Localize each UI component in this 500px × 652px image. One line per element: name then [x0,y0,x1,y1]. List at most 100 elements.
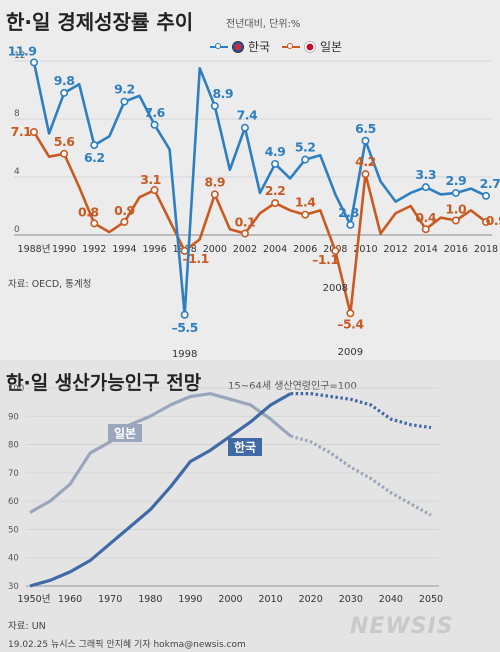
korea-value-label: 9.8 [54,73,75,88]
data-point [90,219,99,228]
legend-japan-label: 일본 [320,40,343,54]
x-tick-label: 2018 [474,244,498,255]
x-tick-label: 2040 [379,594,403,605]
year-annotation: 2008 [323,283,348,294]
growth-panel: 한·일 경제성장률 추이 전년대비, 단위:% 한국 일본 0 4 8 12 1988년… [6,10,500,360]
korea-value-label: 3.3 [415,167,436,182]
y-tick-label: 0 [14,225,20,235]
data-point [481,191,490,200]
x-tick-label: 1994 [112,244,136,255]
legend-korea-line [210,42,228,49]
x-tick-label: 2030 [339,594,363,605]
japan-value-label: –1.1 [182,251,208,266]
x-tick-label: 2010 [259,594,283,605]
data-point [180,310,189,319]
y-tick-label: 60 [8,497,19,507]
population-source: 자료: UN [8,621,46,632]
japan-series-tag-box [108,424,142,442]
data-point [29,128,38,137]
data-point [271,199,280,208]
x-tick-label: 1990 [178,594,202,605]
legend-korea-label: 한국 [248,40,271,54]
data-point [301,210,310,219]
y-tick-label: 12 [14,51,25,61]
korea-value-label: 9.2 [114,82,135,97]
japan-value-label: 5.6 [54,134,75,149]
japan-population-projection [290,434,432,517]
y-tick-label: 8 [14,109,20,119]
korea-value-label: 2.8 [338,205,359,220]
population-title: 한·일 생산가능인구 전망 [6,372,202,394]
japan-population-line [29,392,292,514]
data-point [60,88,69,97]
x-tick-label: 1996 [142,244,166,255]
japan-growth-line [32,131,487,315]
japan-value-label: 0.9 [114,203,135,218]
x-tick-label: 1950년 [18,594,51,605]
y-tick-label: 70 [8,469,19,479]
korea-value-label: –5.5 [171,320,197,335]
japan-series-tag: 일본 [114,427,136,441]
japan-value-label: –5.4 [337,316,364,331]
data-point [210,190,219,199]
korea-population-projection [290,392,432,430]
japan-value-label: 8.9 [204,174,225,189]
x-tick-label: 1960 [58,594,82,605]
y-tick-label: 100 [8,384,24,394]
x-tick-label: 1970 [98,594,122,605]
data-point [451,188,460,197]
data-point [346,220,355,229]
korea-population-line [29,392,292,588]
data-point [361,170,370,179]
data-point [29,58,38,67]
y-tick-label: 40 [8,554,19,564]
data-point [90,141,99,150]
x-tick-label: 2000 [203,244,227,255]
population-panel: 한·일 생산가능인구 전망 15~64세 생산연령인구=100 30 40 50 60… [0,360,500,652]
y-tick-label: 30 [8,582,19,592]
y-tick-label: 90 [8,412,19,422]
x-tick-label: 2020 [299,594,323,605]
japan-value-label: 0.4 [415,210,436,225]
data-point [60,149,69,158]
population-subtitle: 15~64세 생산연령인구=100 [228,381,357,392]
legend-japan: 일본 [282,38,342,55]
japan-value-label: 0.1 [235,215,256,230]
korea-series-tag: 한국 [234,440,256,455]
korea-value-label: 8.9 [212,86,233,101]
japan-value-label: –1.1 [312,252,338,267]
korea-flag-icon [232,40,244,53]
data-point [150,186,159,195]
korea-growth-line [32,62,487,317]
x-tick-label: 2010 [353,244,377,255]
growth-title: 한·일 경제성장률 추이 [6,10,194,34]
y-tick-label: 4 [14,167,20,177]
japan-value-label: 7.1 [11,124,32,139]
data-point [451,216,460,225]
data-point [240,123,249,132]
japan-value-label: 4.2 [355,154,376,169]
data-point [150,120,159,129]
x-tick-label: 1992 [82,244,106,255]
data-point [240,229,249,238]
x-tick-label: 1990 [52,244,76,255]
data-point [361,136,370,145]
korea-value-label: 7.4 [237,108,258,123]
korea-value-label: 11.9 [8,43,37,58]
korea-value-label: 4.9 [265,144,286,159]
japan-value-label: 0.8 [78,204,99,219]
data-point [210,101,219,110]
legend-japan-line [282,42,300,49]
x-tick-label: 2000 [218,594,242,605]
data-point [346,309,355,318]
korea-value-label: 2.7 [480,176,500,191]
data-point [271,159,280,168]
x-tick-label: 2016 [444,244,468,255]
japan-value-label: 1.0 [446,202,467,217]
y-tick-label: 50 [8,525,19,535]
legend-korea: 한국 [210,38,270,55]
newsis-watermark: NEWSIS [350,614,454,639]
data-point [331,246,340,255]
korea-value-label: 7.6 [144,105,165,120]
